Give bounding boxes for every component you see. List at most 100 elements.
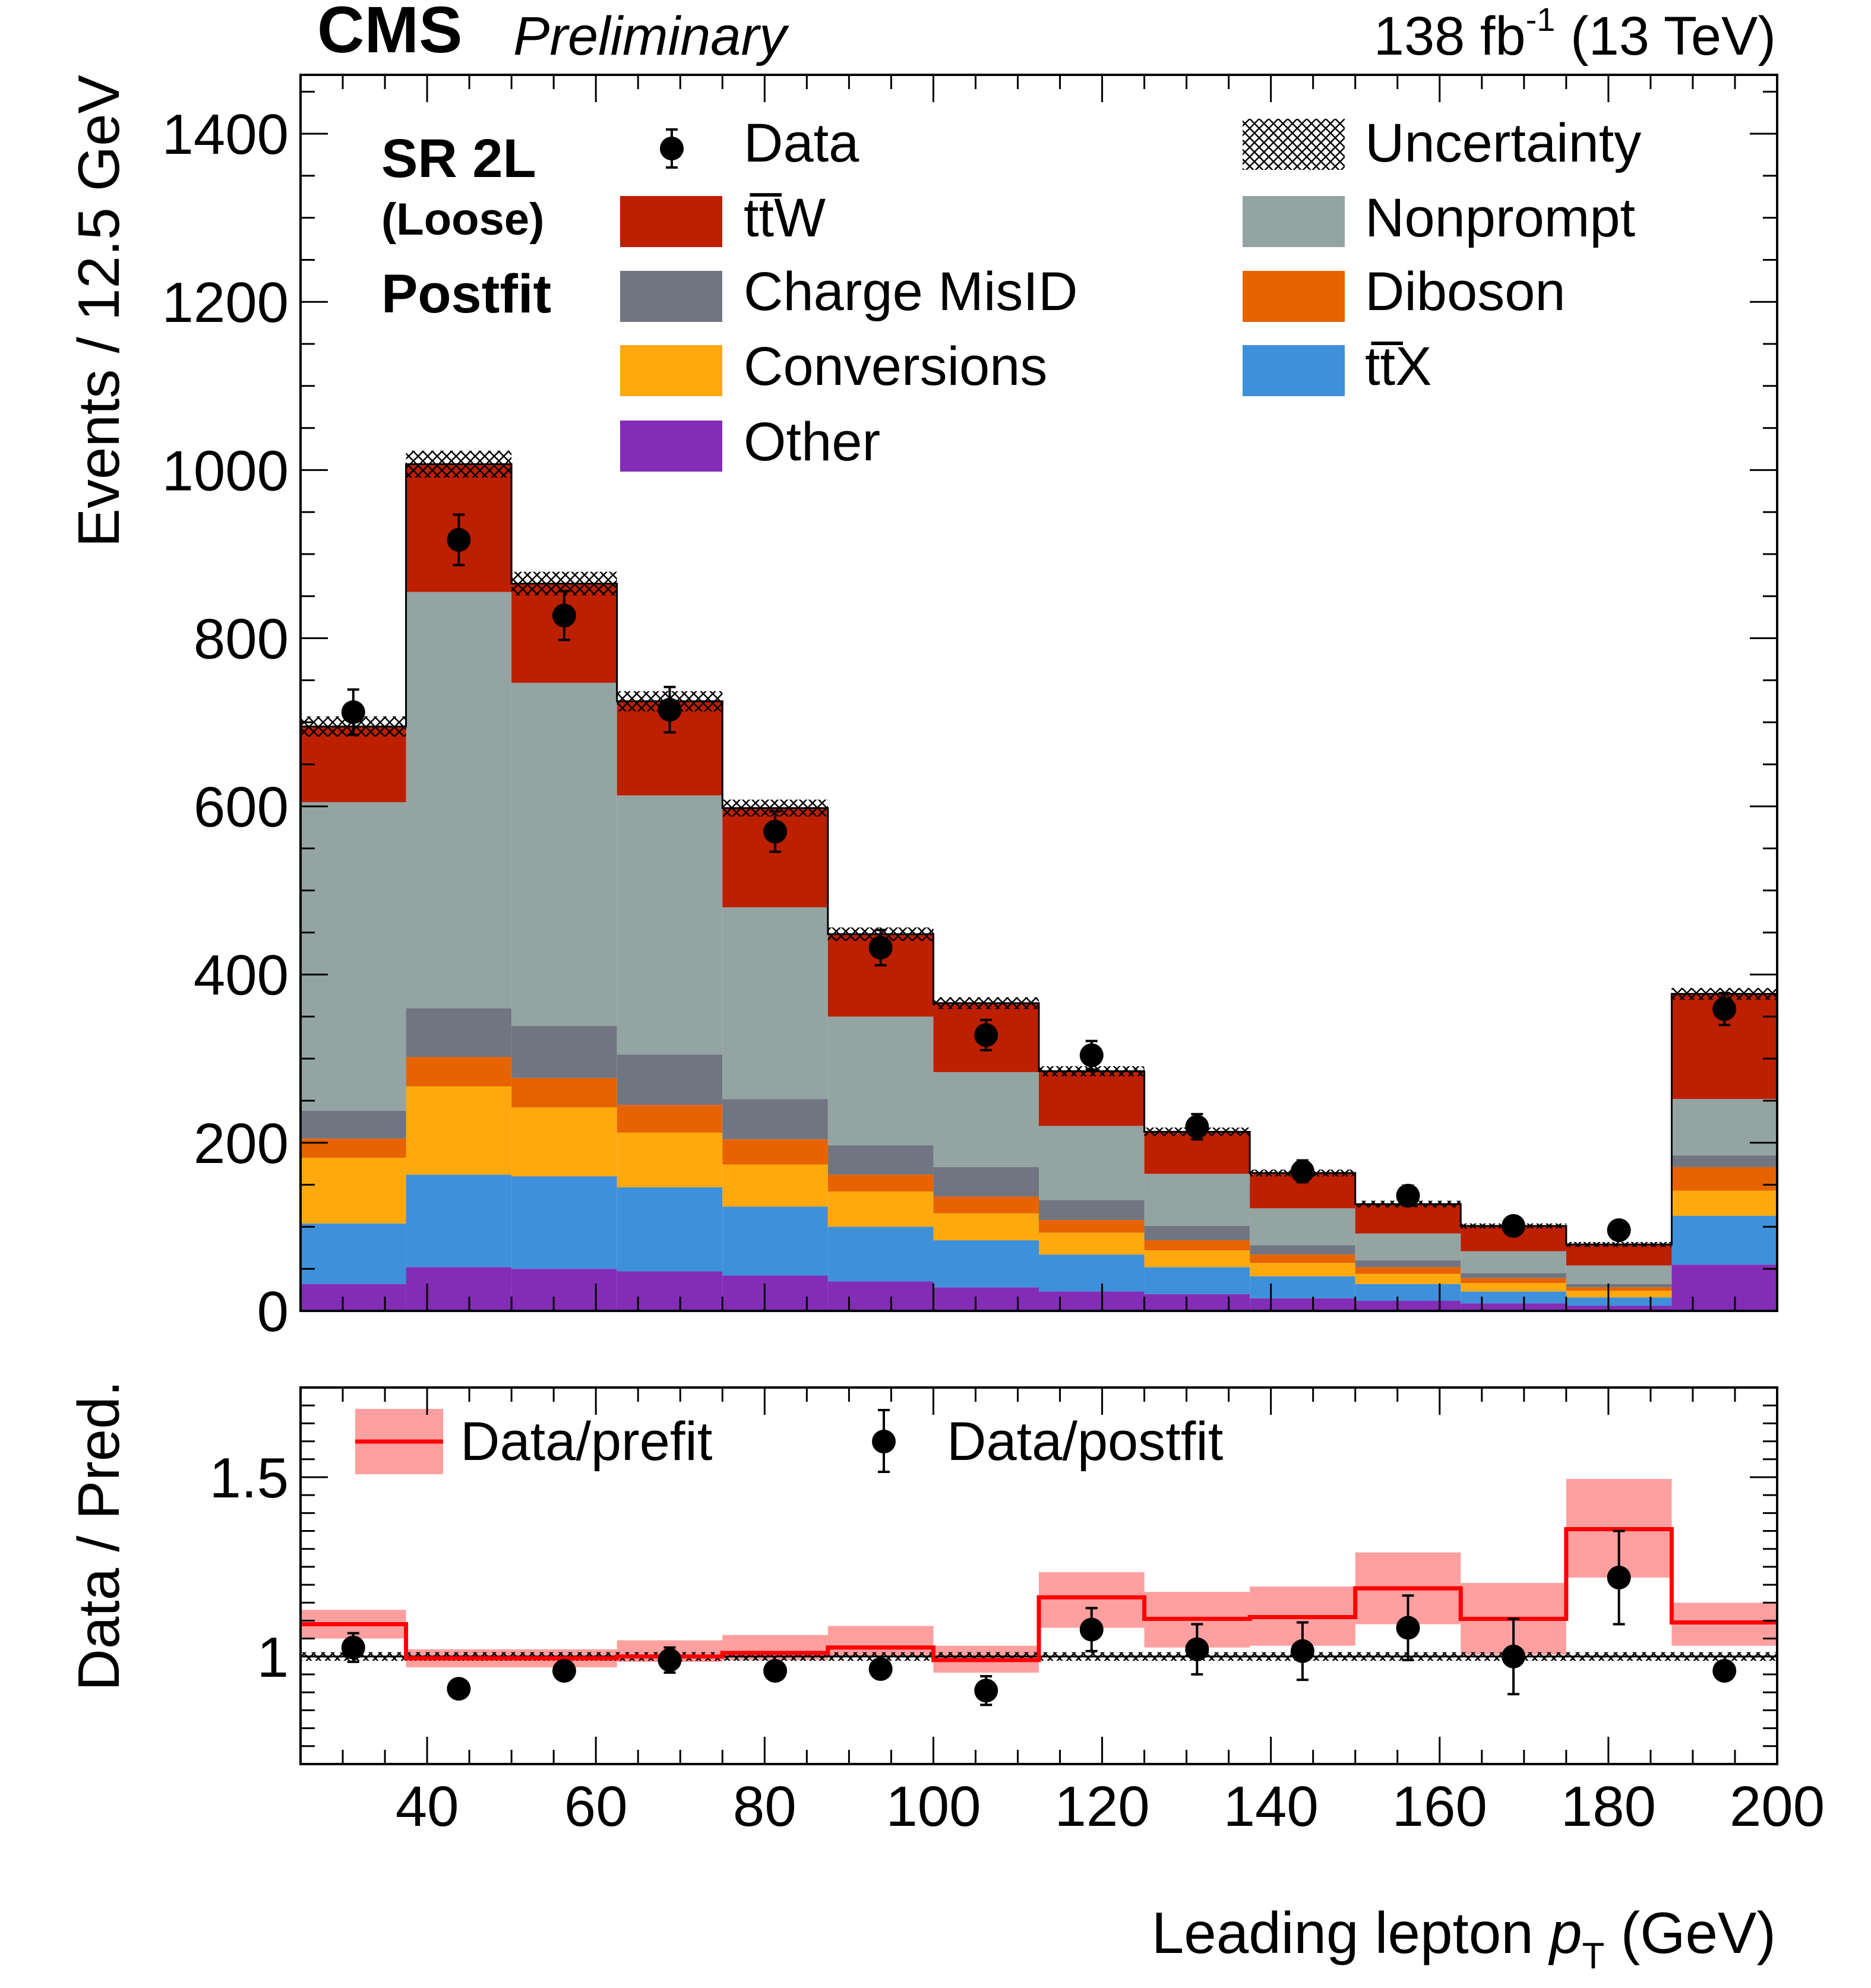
y-tick-label: 1400 <box>162 103 289 166</box>
bar-diboson <box>1566 1287 1672 1291</box>
postfit-point <box>447 1677 471 1701</box>
x-tick-label: 120 <box>1054 1775 1149 1838</box>
series-diboson <box>301 1057 1777 1291</box>
data-point <box>1079 1043 1104 1067</box>
bar-other <box>511 1269 617 1311</box>
bar-ttx <box>406 1174 512 1268</box>
bar-ttx <box>301 1223 406 1284</box>
bar-nonprompt <box>511 682 617 1026</box>
series-conversions <box>301 1086 1777 1298</box>
data-point <box>552 603 576 628</box>
bar-nonprompt <box>1566 1265 1672 1284</box>
data-point <box>1607 1218 1631 1243</box>
legend-item-ttx: tt̅X <box>1243 336 1431 397</box>
bar-diboson <box>1671 1167 1777 1191</box>
postfit-point <box>1290 1639 1314 1663</box>
bar-conversions <box>301 1158 406 1224</box>
legend-conversions-swatch <box>620 345 722 396</box>
bar-chargemisid <box>406 1008 512 1057</box>
bar-ttx <box>1566 1297 1672 1306</box>
bar-conversions <box>1039 1232 1145 1255</box>
bar-conversions <box>827 1191 934 1227</box>
bar-diboson <box>617 1105 723 1133</box>
prefit-line <box>301 1527 1777 1663</box>
bar-chargemisid <box>1144 1226 1250 1241</box>
bar-conversions <box>722 1164 828 1207</box>
bar-conversions <box>933 1213 1039 1241</box>
bar-ttx <box>827 1227 934 1282</box>
y-tick-label: 1200 <box>162 271 289 334</box>
legend-diboson-label: Diboson <box>1365 261 1566 322</box>
bar-nonprompt <box>1461 1251 1566 1273</box>
ratio-y-axis: 11.5 <box>210 1386 1777 1747</box>
x-tick-label: 160 <box>1392 1775 1487 1838</box>
bar-diboson <box>511 1077 617 1108</box>
cms-label: CMS <box>317 0 462 67</box>
legend-data-label: Data <box>744 113 859 173</box>
legend-item-data: Data <box>660 113 859 173</box>
postfit-point <box>1079 1617 1104 1642</box>
bar-ttx <box>1671 1216 1777 1265</box>
bar-diboson <box>827 1174 934 1191</box>
top-x-ticks <box>342 75 1778 1311</box>
bar-ttx <box>1250 1276 1355 1298</box>
legend-item-chargemisid: Charge MisID <box>620 261 1077 322</box>
data-point <box>868 935 893 960</box>
bar-other <box>933 1287 1039 1311</box>
legend-item-ttw: tt̅W <box>620 188 826 248</box>
postfit-point <box>658 1648 682 1672</box>
series-ttx <box>301 1174 1777 1306</box>
legend-postfit-marker <box>872 1430 896 1453</box>
bar-other <box>827 1281 934 1311</box>
bar-other <box>406 1267 512 1311</box>
bar-chargemisid <box>1039 1200 1145 1221</box>
bar-ttx <box>1144 1267 1250 1294</box>
region-label: SR 2L <box>381 128 536 189</box>
x-axis: 40 60 80 100 120 140 160 180 200 <box>342 1388 1825 1838</box>
bar-chargemisid <box>1566 1284 1672 1288</box>
postfit-point <box>1712 1659 1737 1683</box>
legend-other-swatch <box>620 421 722 472</box>
bar-nonprompt <box>617 795 723 1055</box>
bar-other <box>1039 1291 1145 1311</box>
legend-ttx-label: tt̅X <box>1365 336 1431 397</box>
ratio-chart: 11.540 60 80 100 120 140 160 180 200 <box>210 1386 1825 1838</box>
legend-item-data-prefit: Data/prefit <box>355 1409 712 1474</box>
bar-chargemisid <box>1355 1260 1461 1268</box>
bar-ttx <box>511 1176 617 1269</box>
bar-other <box>1250 1298 1355 1311</box>
postfit-points <box>341 1529 1737 1706</box>
legend-item-other: Other <box>620 412 880 472</box>
bar-nonprompt <box>406 592 512 1009</box>
x-tick-label: 140 <box>1224 1775 1319 1838</box>
fit-state-label: Postfit <box>381 264 551 324</box>
data-point <box>341 700 365 725</box>
preliminary-label: Preliminary <box>513 6 789 67</box>
bar-conversions <box>1461 1283 1566 1292</box>
bar-ttx <box>617 1187 723 1272</box>
bar-other <box>617 1271 723 1311</box>
postfit-point <box>1607 1566 1631 1590</box>
bar-nonprompt <box>722 907 828 1099</box>
series-ttw <box>301 464 1777 1266</box>
bar-other <box>1144 1294 1250 1311</box>
data-point <box>1712 997 1737 1021</box>
legend-ttw-swatch <box>620 196 722 247</box>
x-axis-title: Leading lepton pT (GeV) <box>1152 1900 1776 1977</box>
bar-ttx <box>1461 1291 1566 1304</box>
legend-chargemisid-label: Charge MisID <box>744 261 1077 322</box>
legend-nonprompt-label: Nonprompt <box>1365 188 1635 248</box>
bar-diboson <box>406 1057 512 1087</box>
ratio-legend: Data/prefit Data/postfit <box>355 1409 1223 1474</box>
x-tick-label: 180 <box>1561 1775 1656 1838</box>
legend-data-marker <box>660 137 684 160</box>
data-point <box>1502 1214 1526 1238</box>
data-point <box>447 527 471 552</box>
bar-nonprompt <box>1671 1099 1777 1156</box>
legend-diboson-swatch <box>1243 271 1345 322</box>
bar-conversions <box>1250 1263 1355 1276</box>
y-tick-label: 400 <box>194 944 289 1007</box>
series-nonprompt <box>301 592 1777 1284</box>
bar-ttw <box>301 726 406 802</box>
postfit-point <box>1396 1616 1420 1640</box>
